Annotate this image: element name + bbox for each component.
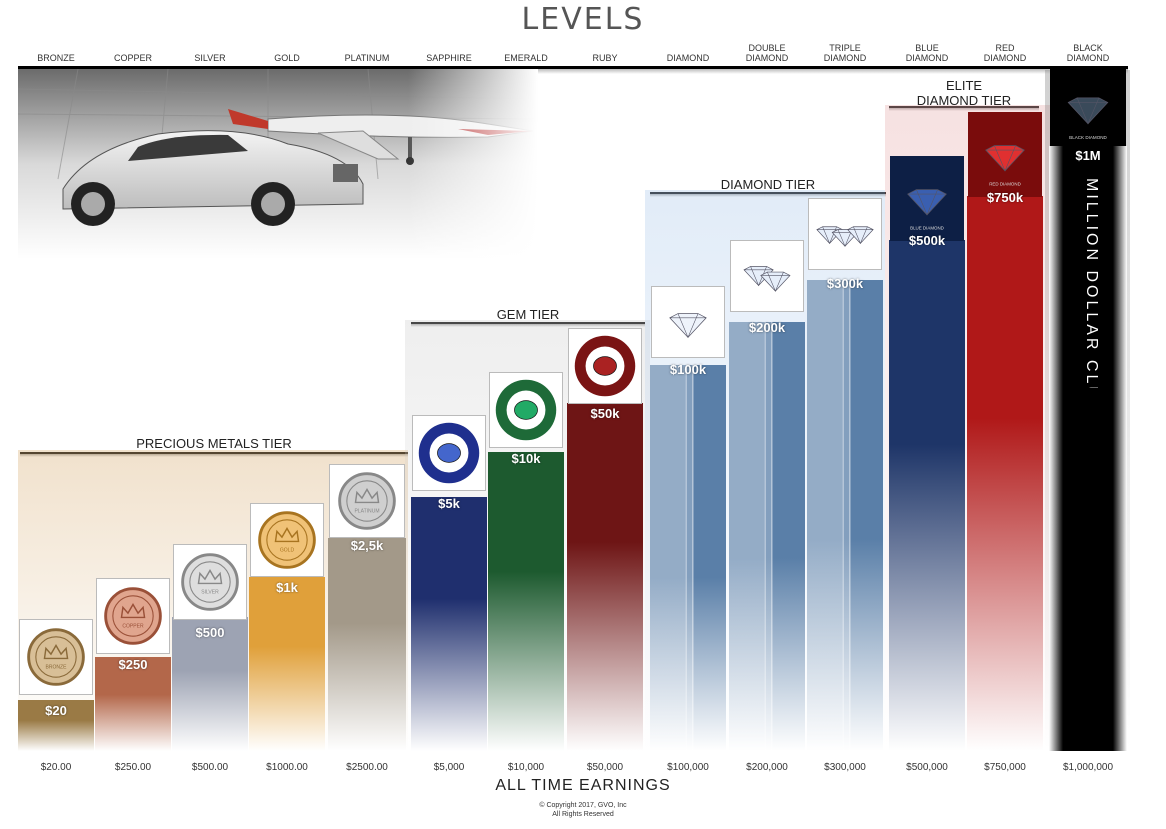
badge-silver: SILVER xyxy=(173,544,247,620)
tier-rule-shadow xyxy=(650,194,886,197)
bar-value-label: $300k xyxy=(826,276,864,291)
x-tick-label: $10,000 xyxy=(507,762,545,773)
badge-triple-diamond xyxy=(808,198,882,270)
bar-value-label: $500 xyxy=(195,625,225,640)
svg-text:RED DIAMOND: RED DIAMOND xyxy=(989,182,1021,187)
tier-label-diamond: DIAMOND TIER xyxy=(720,177,816,192)
level-label: TRIPLE DIAMOND xyxy=(823,43,867,63)
level-label: PLATINUM xyxy=(344,53,390,63)
x-tick-label: $250.00 xyxy=(114,762,152,773)
tier-rule-shadow xyxy=(889,108,1039,111)
bar-value-label: $750k xyxy=(986,190,1024,205)
svg-text:BLACK DIAMOND: BLACK DIAMOND xyxy=(1069,135,1107,140)
bar-value-label: $2,5k xyxy=(350,538,384,553)
bar-copper xyxy=(95,657,171,751)
level-label: DIAMOND xyxy=(666,53,710,63)
bar-silver xyxy=(172,617,248,751)
top-divider xyxy=(18,66,1128,69)
chart-title: LEVELS xyxy=(521,2,645,37)
bar-value-label: $500k xyxy=(908,233,946,248)
level-label: GOLD xyxy=(274,53,300,63)
bar-value-label: $100k xyxy=(669,362,707,377)
level-label: RED DIAMOND xyxy=(983,43,1027,63)
bar-value-label: $10k xyxy=(511,451,541,466)
level-label: BLUE DIAMOND xyxy=(905,43,949,63)
million-dollar-club-label: MILLION DOLLAR CLUB xyxy=(1083,178,1100,388)
tier-rule xyxy=(889,106,1039,108)
x-tick-label: $1000.00 xyxy=(266,762,308,773)
bar-value-label: $1k xyxy=(276,580,298,595)
tier-rule-shadow xyxy=(411,324,645,327)
tier-rule xyxy=(650,192,886,194)
bar-sapphire xyxy=(411,497,487,751)
bar-value-label: $1M xyxy=(1075,148,1101,163)
bar-red-diamond xyxy=(967,196,1043,751)
badge-bronze: BRONZE xyxy=(19,619,93,695)
bar-value-label: $20 xyxy=(45,703,67,718)
x-tick-label: $750,000 xyxy=(984,762,1026,773)
x-tick-label: $200,000 xyxy=(746,762,788,773)
level-label: SAPPHIRE xyxy=(426,53,472,63)
x-tick-label: $1,000,000 xyxy=(1062,762,1114,773)
badge-red-diamond: RED DIAMOND xyxy=(968,112,1042,197)
level-label: EMERALD xyxy=(504,53,548,63)
badge-sapphire xyxy=(412,415,486,491)
top-divider-shadow xyxy=(18,69,1128,74)
tier-rule xyxy=(20,452,408,454)
x-tick-label: $5,000 xyxy=(433,762,465,773)
svg-text:PLATINUM: PLATINUM xyxy=(354,509,379,515)
tier-label-gem: GEM TIER xyxy=(496,307,560,322)
bar-ruby xyxy=(567,403,643,751)
bar-blue-diamond xyxy=(889,240,965,751)
x-tick-label: $500,000 xyxy=(906,762,948,773)
bar-emerald xyxy=(488,452,564,751)
level-label: BLACK DIAMOND xyxy=(1066,43,1110,63)
x-axis-label: ALL TIME EARNINGS xyxy=(495,777,671,794)
tier-label-elite: ELITE DIAMOND TIER xyxy=(916,78,1012,108)
bar-triple-diamond xyxy=(807,280,883,751)
tier-label-precious: PRECIOUS METALS TIER xyxy=(136,436,292,451)
svg-text:BRONZE: BRONZE xyxy=(46,665,68,671)
level-label: DOUBLE DIAMOND xyxy=(745,43,789,63)
car-and-jet-photo xyxy=(18,69,538,259)
badge-copper: COPPER xyxy=(96,578,170,654)
bar-double-diamond xyxy=(729,322,805,751)
tier-rule-shadow xyxy=(20,454,408,457)
svg-text:SILVER: SILVER xyxy=(201,590,219,596)
bar-value-label: $5k xyxy=(438,496,460,511)
svg-text:COPPER: COPPER xyxy=(122,624,144,630)
svg-text:GOLD: GOLD xyxy=(280,548,295,554)
badge-double-diamond xyxy=(730,240,804,312)
bar-value-label: $50k xyxy=(590,406,620,421)
bar-value-label: $200k xyxy=(748,320,786,335)
copyright-text: © Copyright 2017, GVO, Inc All Rights Re… xyxy=(539,802,627,818)
x-tick-label: $500.00 xyxy=(191,762,229,773)
level-label: SILVER xyxy=(194,53,226,63)
bar-value-label: $250 xyxy=(118,657,148,672)
x-tick-label: $20.00 xyxy=(40,762,72,773)
bar-diamond xyxy=(650,365,726,751)
x-tick-label: $50,000 xyxy=(586,762,624,773)
badge-gold: GOLD xyxy=(250,503,324,577)
badge-black-diamond: BLACK DIAMOND xyxy=(1050,68,1126,146)
svg-text:BLUE DIAMOND: BLUE DIAMOND xyxy=(910,226,944,231)
bar-bronze xyxy=(18,700,94,751)
badge-ruby xyxy=(568,328,642,404)
badge-blue-diamond: BLUE DIAMOND xyxy=(890,156,964,241)
badge-platinum: PLATINUM xyxy=(329,464,405,538)
badge-diamond xyxy=(651,286,725,358)
x-tick-label: $300,000 xyxy=(824,762,866,773)
svg-text:MILLION DOLLAR CLUB: MILLION DOLLAR CLUB xyxy=(1083,178,1100,388)
level-label: COPPER xyxy=(113,53,152,63)
x-tick-label: $2500.00 xyxy=(346,762,388,773)
bar-gold xyxy=(249,577,325,751)
tier-rule xyxy=(411,322,645,324)
badge-emerald xyxy=(489,372,563,448)
level-label: RUBY xyxy=(592,53,618,63)
level-label: BRONZE xyxy=(37,53,75,63)
bar-black-diamond xyxy=(1049,146,1127,751)
x-tick-label: $100,000 xyxy=(667,762,709,773)
bar-platinum xyxy=(328,538,406,751)
